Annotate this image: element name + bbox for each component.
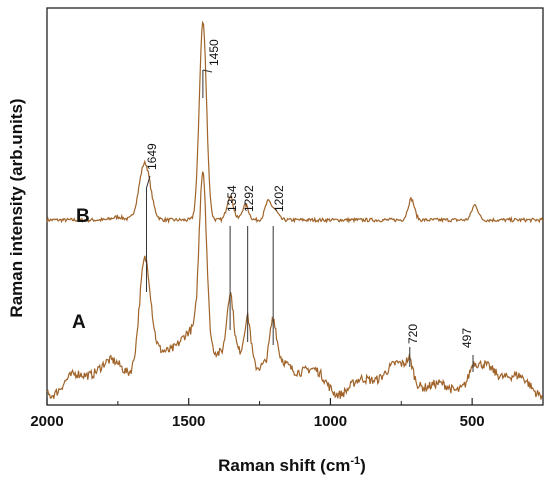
x-tick-label: 1000 (314, 413, 347, 430)
series-a-label: A (72, 312, 86, 333)
peak-label: 497 (460, 328, 474, 348)
peak-annotations: 1649 1450 1354 1292 1202 720 497 (145, 39, 474, 372)
x-axis-title: Raman shift (cm-1) (218, 455, 366, 475)
x-tick-label: 1500 (172, 413, 205, 430)
peak-leader-line (146, 175, 151, 189)
series-b-label: B (76, 206, 90, 227)
x-tick-label: 2000 (30, 413, 63, 430)
peak-label: 720 (406, 324, 420, 344)
peak-leader-line (202, 69, 213, 73)
series-b-line (46, 20, 544, 224)
x-axis-ticks: 2000 1500 1000 500 (30, 398, 544, 430)
x-axis-title-superscript: -1 (350, 455, 360, 467)
x-axis-title-main: Raman shift (cm (218, 456, 350, 475)
peak-label: 1649 (145, 143, 159, 170)
x-tick-label: 500 (460, 413, 485, 430)
plot-frame (46, 7, 544, 406)
peak-label: 1354 (225, 185, 239, 212)
x-axis-title-close: ) (360, 456, 366, 475)
peak-label: 1202 (272, 185, 286, 212)
series-a-line (46, 171, 543, 400)
y-axis-title: Raman intensity (arb.units) (7, 98, 26, 317)
peak-label: 1292 (242, 185, 256, 212)
peak-label: 1450 (207, 39, 221, 66)
